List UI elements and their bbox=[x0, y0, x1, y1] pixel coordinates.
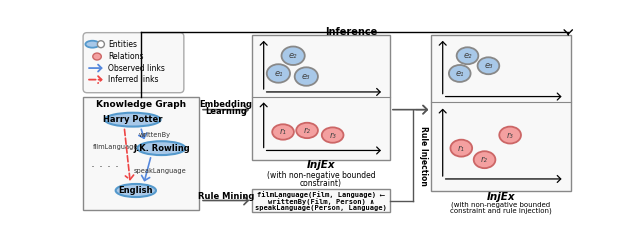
Text: writtenBy: writtenBy bbox=[138, 132, 170, 138]
Ellipse shape bbox=[97, 41, 104, 48]
Ellipse shape bbox=[477, 57, 499, 74]
Text: Relations: Relations bbox=[108, 52, 143, 61]
Text: InjEx: InjEx bbox=[486, 192, 515, 202]
Ellipse shape bbox=[272, 124, 294, 140]
Ellipse shape bbox=[267, 64, 290, 83]
Ellipse shape bbox=[85, 41, 99, 48]
Ellipse shape bbox=[457, 47, 478, 64]
Text: (with non-negative bounded: (with non-negative bounded bbox=[451, 201, 550, 208]
Text: writtenBy(Film, Person) ∧: writtenBy(Film, Person) ∧ bbox=[268, 198, 374, 205]
Text: e₃: e₃ bbox=[484, 61, 493, 70]
Bar bbox=[83, 96, 199, 210]
FancyBboxPatch shape bbox=[83, 33, 184, 93]
Text: · · · ·: · · · · bbox=[91, 161, 119, 174]
Ellipse shape bbox=[322, 127, 344, 143]
Text: Embedding: Embedding bbox=[199, 100, 252, 109]
Ellipse shape bbox=[138, 141, 186, 155]
Text: InjEx: InjEx bbox=[307, 160, 335, 170]
Text: J.K. Rowling: J.K. Rowling bbox=[133, 144, 189, 153]
Ellipse shape bbox=[105, 113, 161, 126]
Ellipse shape bbox=[294, 67, 318, 86]
Text: r₂: r₂ bbox=[481, 155, 488, 164]
Text: speakLanguage: speakLanguage bbox=[134, 168, 186, 174]
Text: English: English bbox=[118, 186, 153, 195]
Text: e₃: e₃ bbox=[302, 72, 310, 81]
Text: r₂: r₂ bbox=[303, 126, 310, 135]
Text: r₁: r₁ bbox=[280, 127, 287, 137]
Ellipse shape bbox=[282, 47, 305, 65]
Text: filmLanguage(Film, Language) ⟵: filmLanguage(Film, Language) ⟵ bbox=[257, 191, 385, 198]
Ellipse shape bbox=[116, 184, 156, 197]
Ellipse shape bbox=[449, 65, 470, 82]
Text: filmLanguage: filmLanguage bbox=[92, 144, 138, 150]
Text: e₂: e₂ bbox=[463, 51, 472, 60]
Ellipse shape bbox=[93, 53, 101, 60]
Bar bbox=[431, 35, 571, 191]
Ellipse shape bbox=[499, 126, 521, 144]
Text: Rule Injection: Rule Injection bbox=[419, 126, 428, 186]
Text: Knowledge Graph: Knowledge Graph bbox=[96, 100, 186, 109]
Bar bbox=[252, 189, 390, 212]
Text: r₃: r₃ bbox=[507, 131, 513, 140]
Text: e₂: e₂ bbox=[289, 51, 298, 60]
Text: constraint and rule injection): constraint and rule injection) bbox=[450, 207, 552, 214]
Ellipse shape bbox=[296, 123, 318, 138]
Text: e₁: e₁ bbox=[456, 69, 464, 78]
Bar bbox=[252, 35, 390, 160]
Text: Inference: Inference bbox=[325, 27, 378, 37]
Text: (with non-negative bounded: (with non-negative bounded bbox=[267, 171, 375, 180]
Text: speakLanguage(Person, Language): speakLanguage(Person, Language) bbox=[255, 205, 387, 211]
Text: e₁: e₁ bbox=[274, 69, 283, 78]
Text: r₃: r₃ bbox=[329, 131, 336, 140]
Text: r₁: r₁ bbox=[458, 144, 465, 153]
Text: Harry Potter: Harry Potter bbox=[103, 115, 163, 124]
Text: constraint): constraint) bbox=[300, 179, 342, 188]
Text: Observed links: Observed links bbox=[108, 64, 164, 72]
Text: Learning: Learning bbox=[205, 108, 246, 116]
Ellipse shape bbox=[474, 151, 495, 168]
Ellipse shape bbox=[451, 140, 472, 157]
Text: Rule Mining: Rule Mining bbox=[198, 192, 254, 201]
Text: Entities: Entities bbox=[108, 40, 137, 49]
Text: Inferred links: Inferred links bbox=[108, 75, 159, 84]
